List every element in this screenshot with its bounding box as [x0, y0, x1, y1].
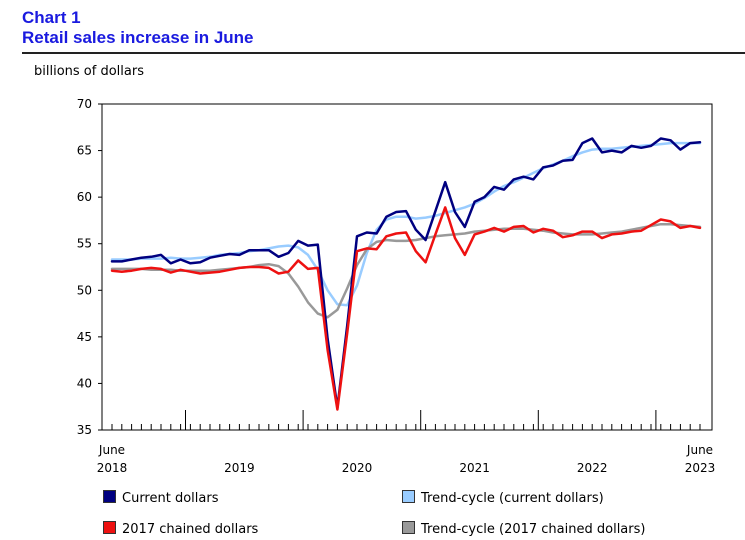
- y-tick-label: 40: [77, 376, 92, 390]
- x-year-label: 2021: [459, 461, 490, 475]
- legend-label-trend-chained: Trend-cycle (2017 chained dollars): [421, 522, 646, 537]
- chart-frame: 35 40 45 50 55 60 65 70 June 2018 2019 2020 2021 2022…: [77, 97, 716, 475]
- y-tick-label: 70: [77, 97, 92, 111]
- x-month-label: June: [98, 443, 125, 457]
- x-month-label: June: [686, 443, 713, 457]
- y-tick-label: 35: [77, 423, 92, 437]
- x-year-label: 2020: [342, 461, 373, 475]
- y-tick-label: 65: [77, 144, 92, 158]
- legend-item-chained: 2017 chained dollars: [103, 521, 258, 537]
- legend-label-current: Current dollars: [122, 491, 219, 506]
- series-line-trend-chained: [110, 222, 702, 319]
- y-tick-label: 55: [77, 237, 92, 251]
- series-line-trend-current: [110, 141, 702, 307]
- line-chart: 35 40 45 50 55 60 65 70 June 2018 2019 2020 2021 2022…: [77, 97, 716, 475]
- plot-area: [101, 103, 713, 431]
- legend-item-trend-current: Trend-cycle (current dollars): [402, 490, 604, 506]
- x-year-label: 2022: [577, 461, 608, 475]
- chart-header: Chart 1 Retail sales increase in June: [22, 8, 254, 48]
- y-axis-unit-label: billions of dollars: [34, 64, 144, 79]
- y-tick-label: 50: [77, 283, 92, 297]
- legend-swatch-chained: [103, 521, 116, 534]
- x-year-label: 2019: [224, 461, 255, 475]
- legend-label-trend-current: Trend-cycle (current dollars): [421, 491, 604, 506]
- x-year-label: 2023: [685, 461, 716, 475]
- legend-item-current: Current dollars: [103, 490, 218, 506]
- series-group: [110, 137, 702, 411]
- header-divider: [22, 52, 745, 54]
- legend-item-trend-chained: Trend-cycle (2017 chained dollars): [402, 521, 645, 537]
- series-line-current: [110, 137, 702, 409]
- series-line-chained: [110, 206, 702, 411]
- legend-swatch-trend-current: [402, 490, 415, 503]
- legend-swatch-current: [103, 490, 116, 503]
- y-tick-label: 45: [77, 330, 92, 344]
- chart-title: Retail sales increase in June: [22, 28, 254, 47]
- x-year-label: 2018: [97, 461, 128, 475]
- legend-label-chained: 2017 chained dollars: [122, 522, 259, 537]
- legend-swatch-trend-chained: [402, 521, 415, 534]
- y-tick-label: 60: [77, 190, 92, 204]
- chart-number: Chart 1: [22, 8, 81, 27]
